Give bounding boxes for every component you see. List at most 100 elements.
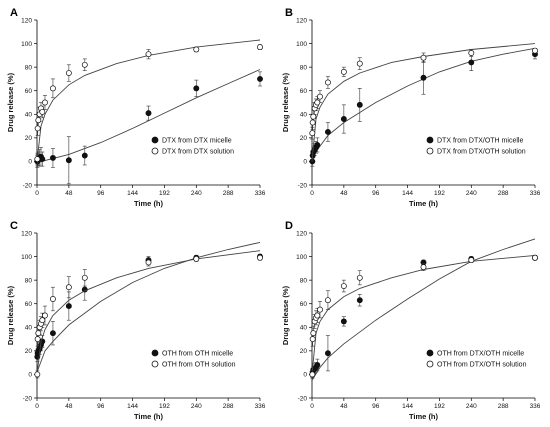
legend-marker bbox=[426, 147, 434, 155]
fit-curve-micelle bbox=[36, 69, 261, 164]
fit-curve-micelle bbox=[36, 241, 261, 373]
y-tick-label: 0 bbox=[303, 372, 307, 379]
data-point-solution bbox=[310, 113, 317, 120]
panel-letter: D bbox=[285, 220, 293, 232]
y-tick-label: 40 bbox=[25, 325, 33, 332]
data-point-micelle bbox=[420, 74, 427, 81]
fit-curve-micelle bbox=[311, 238, 536, 381]
data-point-micelle bbox=[340, 116, 347, 122]
data-point-solution bbox=[193, 255, 200, 262]
data-point-solution bbox=[81, 274, 88, 281]
y-tick-label: -20 bbox=[23, 182, 33, 189]
legend-label: OTH from DTX/OTH micelle bbox=[437, 351, 524, 358]
data-point-micelle bbox=[145, 110, 152, 117]
legend-marker bbox=[426, 360, 434, 368]
panel-letter: B bbox=[285, 7, 293, 19]
panel-letter: C bbox=[10, 220, 18, 232]
y-axis-label: Drug release (%) bbox=[281, 285, 290, 345]
x-tick-label: 192 bbox=[159, 403, 170, 410]
fit-curve-solution bbox=[36, 250, 261, 375]
x-tick-label: 0 bbox=[35, 403, 39, 410]
y-tick-label: 60 bbox=[300, 301, 308, 308]
data-point-solution bbox=[532, 254, 538, 261]
data-point-solution bbox=[34, 125, 41, 132]
y-tick-label: 0 bbox=[28, 159, 32, 166]
data-point-micelle bbox=[340, 318, 347, 325]
y-tick-label: 20 bbox=[25, 348, 33, 355]
data-point-solution bbox=[340, 68, 347, 75]
x-tick-label: 336 bbox=[530, 190, 541, 197]
data-point-solution bbox=[35, 330, 42, 337]
y-tick-label: 80 bbox=[300, 64, 308, 71]
data-point-solution bbox=[257, 254, 263, 261]
y-axis-label: Drug release (%) bbox=[6, 72, 15, 132]
x-tick-label: 336 bbox=[255, 403, 266, 410]
data-point-solution bbox=[34, 371, 41, 378]
data-point-solution bbox=[39, 108, 46, 115]
legend-label: DTX from DTX solution bbox=[162, 149, 234, 156]
y-tick-label: 80 bbox=[300, 277, 308, 284]
x-tick-label: 96 bbox=[97, 403, 105, 410]
y-tick-label: 120 bbox=[21, 17, 32, 24]
data-point-micelle bbox=[49, 330, 56, 337]
x-tick-label: 144 bbox=[402, 190, 413, 197]
x-tick-label: 0 bbox=[310, 403, 314, 410]
y-tick-label: 0 bbox=[303, 159, 307, 166]
data-point-solution bbox=[49, 85, 56, 92]
data-point-solution bbox=[340, 283, 347, 289]
y-tick-label: -20 bbox=[298, 395, 308, 402]
legend-label: OTH from OTH micelle bbox=[162, 351, 233, 358]
x-tick-label: 96 bbox=[372, 190, 380, 197]
data-point-solution bbox=[34, 336, 41, 343]
data-point-micelle bbox=[356, 297, 363, 304]
legend-marker bbox=[151, 349, 159, 357]
data-point-solution bbox=[65, 284, 72, 291]
y-tick-label: 120 bbox=[296, 230, 307, 237]
x-tick-label: 192 bbox=[434, 403, 445, 410]
x-tick-label: 0 bbox=[35, 190, 39, 197]
y-tick-label: 40 bbox=[300, 325, 308, 332]
y-tick-label: 20 bbox=[300, 348, 308, 355]
data-point-micelle bbox=[39, 156, 46, 163]
data-point-solution bbox=[309, 336, 316, 343]
data-point-micelle bbox=[65, 303, 72, 310]
x-tick-label: 288 bbox=[498, 403, 509, 410]
y-tick-label: 60 bbox=[25, 301, 33, 308]
data-point-solution bbox=[81, 61, 88, 68]
y-tick-label: 60 bbox=[300, 88, 308, 95]
x-tick-label: 96 bbox=[372, 403, 380, 410]
data-point-solution bbox=[314, 99, 321, 106]
y-tick-label: 100 bbox=[296, 41, 307, 48]
x-axis-label: Time (h) bbox=[134, 412, 164, 421]
x-tick-label: 240 bbox=[191, 190, 202, 197]
data-point-solution bbox=[35, 117, 42, 124]
x-tick-label: 144 bbox=[127, 403, 138, 410]
data-point-micelle bbox=[81, 152, 88, 159]
legend-label: DTX from DTX/OTH micelle bbox=[437, 138, 523, 145]
legend-marker bbox=[426, 136, 434, 144]
x-tick-label: 288 bbox=[223, 403, 234, 410]
x-axis-label: Time (h) bbox=[409, 412, 439, 421]
data-point-solution bbox=[317, 93, 323, 100]
x-tick-label: 48 bbox=[340, 190, 348, 197]
x-tick-label: 288 bbox=[498, 190, 509, 197]
y-tick-label: -20 bbox=[298, 182, 308, 189]
data-point-micelle bbox=[324, 350, 331, 357]
data-point-solution bbox=[468, 50, 475, 56]
y-tick-label: 80 bbox=[25, 277, 33, 284]
legend-marker bbox=[151, 136, 159, 144]
y-axis-label: Drug release (%) bbox=[281, 72, 290, 132]
data-point-micelle bbox=[356, 101, 363, 108]
y-tick-label: 100 bbox=[21, 254, 32, 261]
y-tick-label: 40 bbox=[300, 112, 308, 119]
data-point-solution bbox=[145, 51, 152, 58]
x-tick-label: 0 bbox=[310, 190, 314, 197]
x-tick-label: 144 bbox=[402, 403, 413, 410]
data-point-solution bbox=[324, 297, 331, 304]
x-tick-label: 192 bbox=[159, 190, 170, 197]
x-tick-label: 288 bbox=[223, 190, 234, 197]
